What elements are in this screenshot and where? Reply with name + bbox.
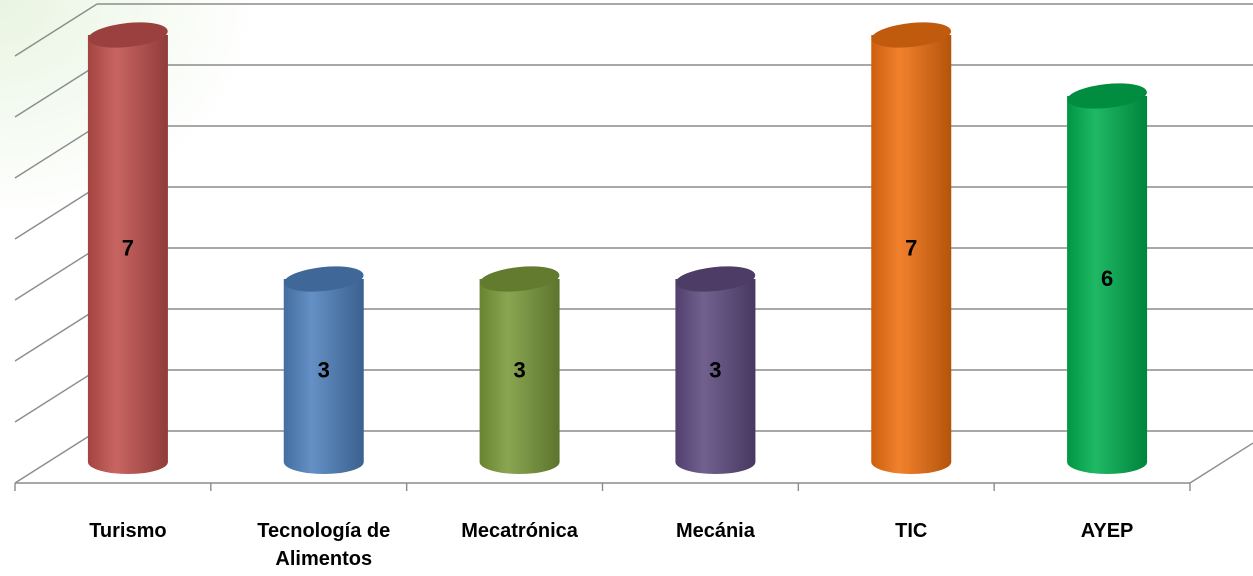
gridline-diagonal	[14, 64, 98, 118]
x-axis	[14, 482, 1191, 491]
bar-body	[479, 279, 560, 474]
data-label: 7	[905, 236, 917, 261]
bar-top	[479, 266, 560, 292]
bar-top	[675, 266, 756, 292]
category-label: Tecnología de Alimentos	[257, 520, 391, 570]
floor-edge	[1189, 442, 1253, 484]
data-label: 3	[513, 358, 525, 383]
bar	[675, 266, 756, 474]
bar-body	[283, 279, 364, 474]
bar	[283, 266, 364, 474]
bar-top	[1067, 83, 1147, 109]
data-label: 3	[318, 358, 330, 383]
bar-body	[675, 279, 756, 474]
gridline-diagonal	[14, 247, 98, 301]
bar	[87, 22, 168, 474]
category-label: Turismo	[89, 520, 167, 542]
bars	[87, 22, 1148, 474]
gridline-diagonal	[14, 369, 98, 423]
category-label: AYEP	[1080, 520, 1134, 542]
bar-body	[1067, 96, 1148, 474]
data-labels: 7 3 3 3 7 6	[122, 236, 1113, 383]
data-label: 7	[122, 236, 134, 261]
data-label: 6	[1101, 266, 1113, 291]
bar-top	[283, 266, 364, 292]
bar-top	[88, 22, 168, 48]
category-label: Mecatrónica	[461, 520, 578, 542]
bar-top	[871, 22, 952, 48]
gridline-diagonal	[14, 186, 98, 240]
bar-body	[871, 35, 952, 474]
bar-body	[87, 35, 168, 474]
bar	[1067, 83, 1148, 474]
category-label: TIC	[895, 520, 928, 542]
gridline-diagonal	[14, 308, 98, 362]
gridline-diagonal	[14, 3, 98, 57]
bar	[479, 266, 560, 474]
category-label: Mecánia	[675, 520, 755, 542]
gridline-diagonal	[14, 125, 98, 179]
bar	[871, 22, 952, 474]
data-label: 3	[709, 358, 721, 383]
gridline-diagonal	[14, 430, 98, 484]
